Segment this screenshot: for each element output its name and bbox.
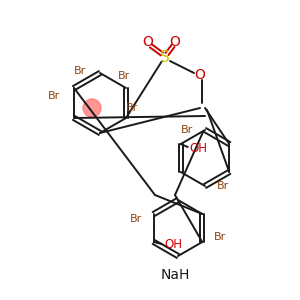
Text: Br: Br — [214, 232, 226, 242]
Text: O: O — [142, 35, 153, 49]
Text: Br: Br — [217, 181, 229, 191]
Text: OH: OH — [190, 142, 208, 155]
Circle shape — [83, 99, 101, 117]
Text: NaH: NaH — [160, 268, 190, 282]
Text: Br: Br — [130, 214, 142, 224]
Text: Br: Br — [74, 66, 86, 76]
Text: Br: Br — [118, 71, 130, 81]
Text: O: O — [169, 35, 180, 49]
Text: Br: Br — [181, 125, 193, 135]
Text: O: O — [195, 68, 206, 82]
Text: S: S — [160, 50, 170, 65]
Text: Br: Br — [48, 91, 60, 101]
Text: OH: OH — [165, 238, 183, 251]
Text: Br: Br — [126, 103, 138, 113]
